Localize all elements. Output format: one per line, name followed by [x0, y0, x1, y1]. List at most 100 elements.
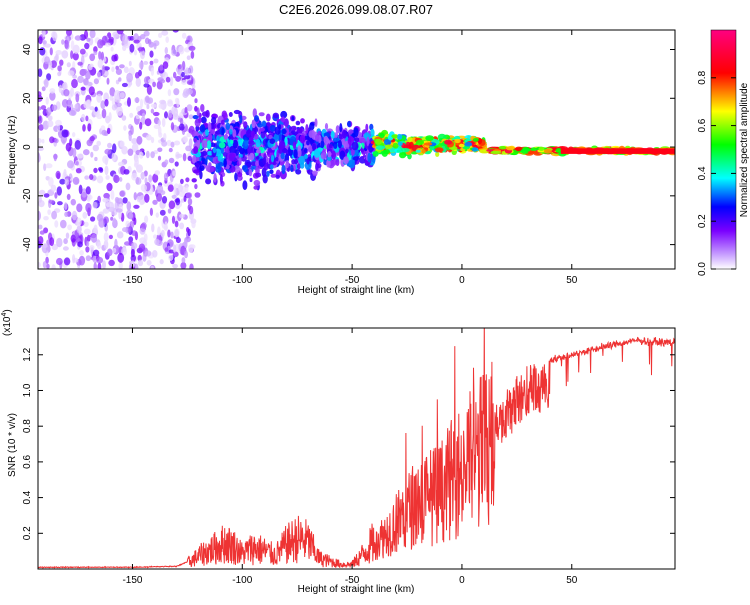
spectrogram-cell	[217, 154, 222, 162]
spectrogram-cell	[316, 163, 322, 169]
spectrogram-cells	[38, 30, 675, 269]
spectrogram-cell	[93, 78, 99, 85]
spectrogram-cell	[188, 114, 194, 120]
spectrogram-cell	[212, 147, 217, 154]
spectrogram-cell	[464, 142, 473, 147]
spectrogram-cell	[179, 118, 184, 126]
spectrogram-cell	[167, 229, 171, 238]
spectrogram-cell	[137, 111, 143, 116]
spectrogram-cell	[71, 210, 78, 221]
spectrogram-panel: -150 -100 -50 0 50 -40 -20 0 20 40 Height of str…	[7, 29, 676, 296]
spectrogram-cell	[61, 82, 67, 90]
spectrogram-cell	[148, 41, 155, 48]
spectrogram-cell	[269, 138, 276, 144]
spectrogram-cell	[383, 138, 392, 146]
spectrogram-cell	[339, 123, 343, 133]
spectrogram-cell	[175, 153, 183, 158]
spectrogram-cell	[78, 184, 83, 195]
spectrogram-cell	[48, 199, 55, 204]
spectrogram-cell	[259, 127, 265, 132]
spectrogram-cell	[187, 198, 193, 206]
spectrogram-cell	[70, 40, 75, 51]
spectrogram-cell	[159, 209, 166, 216]
spectrogram-cell	[330, 130, 335, 139]
spectrogram-cell	[81, 113, 86, 122]
spectrogram-cell	[144, 177, 148, 185]
spectrogram-cell	[77, 241, 83, 248]
spectrogram-cell	[270, 173, 276, 178]
spectrogram-cell	[102, 155, 109, 164]
spectrogram-cell	[83, 30, 89, 40]
spectrogram-cell	[107, 142, 112, 149]
spectrogram-cell	[89, 53, 96, 62]
spectrogram-cell	[139, 200, 144, 206]
spectrogram-cell	[304, 160, 312, 171]
x-tick-label: -50	[345, 275, 360, 286]
spectrogram-cell	[103, 216, 109, 224]
spectrogram-cell	[223, 134, 228, 140]
spectrogram-cell	[86, 99, 92, 108]
spectrogram-cell	[96, 175, 104, 184]
spectrogram-cell	[184, 75, 191, 80]
spectrogram-cell	[351, 141, 359, 151]
spectrogram-cell	[61, 50, 69, 59]
spectrogram-cell	[250, 130, 255, 137]
spectrogram-cell	[77, 75, 84, 84]
spectrogram-cell	[45, 256, 49, 264]
spectrogram-cell	[188, 138, 193, 148]
spectrogram-cell	[140, 184, 147, 192]
spectrogram-cell	[39, 47, 46, 56]
spectrogram-cell	[155, 212, 159, 218]
spectrogram-cell	[184, 106, 188, 114]
spectrogram-cell	[74, 103, 79, 110]
spectrogram-cell	[54, 138, 59, 144]
spectrogram-cell	[435, 151, 440, 157]
spectrogram-cell	[368, 142, 374, 153]
spectrogram-cell	[225, 122, 230, 130]
spectrogram-cell	[104, 165, 109, 176]
spectrogram-cell	[307, 169, 314, 175]
spectrogram-cell	[486, 149, 493, 152]
spectrogram-cell	[121, 145, 128, 155]
spectrogram-cell	[89, 106, 95, 111]
spectrogram-cell	[254, 115, 259, 122]
spectrogram-cell	[327, 151, 332, 158]
spectrogram-cell	[262, 157, 267, 166]
spectrogram-cell	[345, 148, 349, 154]
spectrogram-cell	[38, 224, 43, 230]
spectrogram-cell	[399, 151, 407, 159]
colorbar-tick-label: 0.0	[697, 262, 708, 276]
spectrogram-cell	[171, 194, 177, 199]
x-tick-label: -50	[345, 575, 360, 586]
spectrogram-cell	[161, 117, 166, 128]
snr-scale-label: (x104)	[1, 309, 13, 336]
spectrogram-cell	[249, 177, 253, 183]
spectrogram-cell	[543, 148, 552, 154]
spectrogram-cell	[72, 147, 77, 158]
spectrogram-cell	[159, 79, 166, 84]
spectrogram-cell	[233, 109, 241, 115]
spectrogram-cell	[126, 72, 133, 83]
spectrogram-cell	[291, 125, 297, 131]
spectrogram-cell	[127, 97, 131, 107]
spectrogram-cell	[143, 83, 150, 88]
spectrogram-cell	[280, 110, 288, 119]
spectrogram-cell	[120, 212, 125, 222]
spectrogram-cell	[146, 84, 152, 95]
spectrogram-cell	[98, 51, 102, 60]
spectrogram-cell	[65, 232, 70, 239]
spectrogram-cell	[144, 118, 152, 127]
spectrogram-cell	[194, 98, 198, 104]
spectrogram-cell	[119, 64, 125, 69]
spectrogram-cell	[67, 98, 72, 108]
spectrogram-cell	[66, 193, 71, 200]
spectrogram-cell	[186, 80, 194, 86]
spectrogram-cell	[182, 153, 187, 162]
spectrogram-cell	[415, 139, 425, 146]
spectrogram-cell	[144, 250, 152, 257]
spectrogram-cell	[167, 208, 172, 214]
spectrogram-cell	[555, 148, 563, 153]
spectrogram-cell	[96, 213, 103, 222]
snr-scale-prefix: (x10	[2, 316, 13, 336]
